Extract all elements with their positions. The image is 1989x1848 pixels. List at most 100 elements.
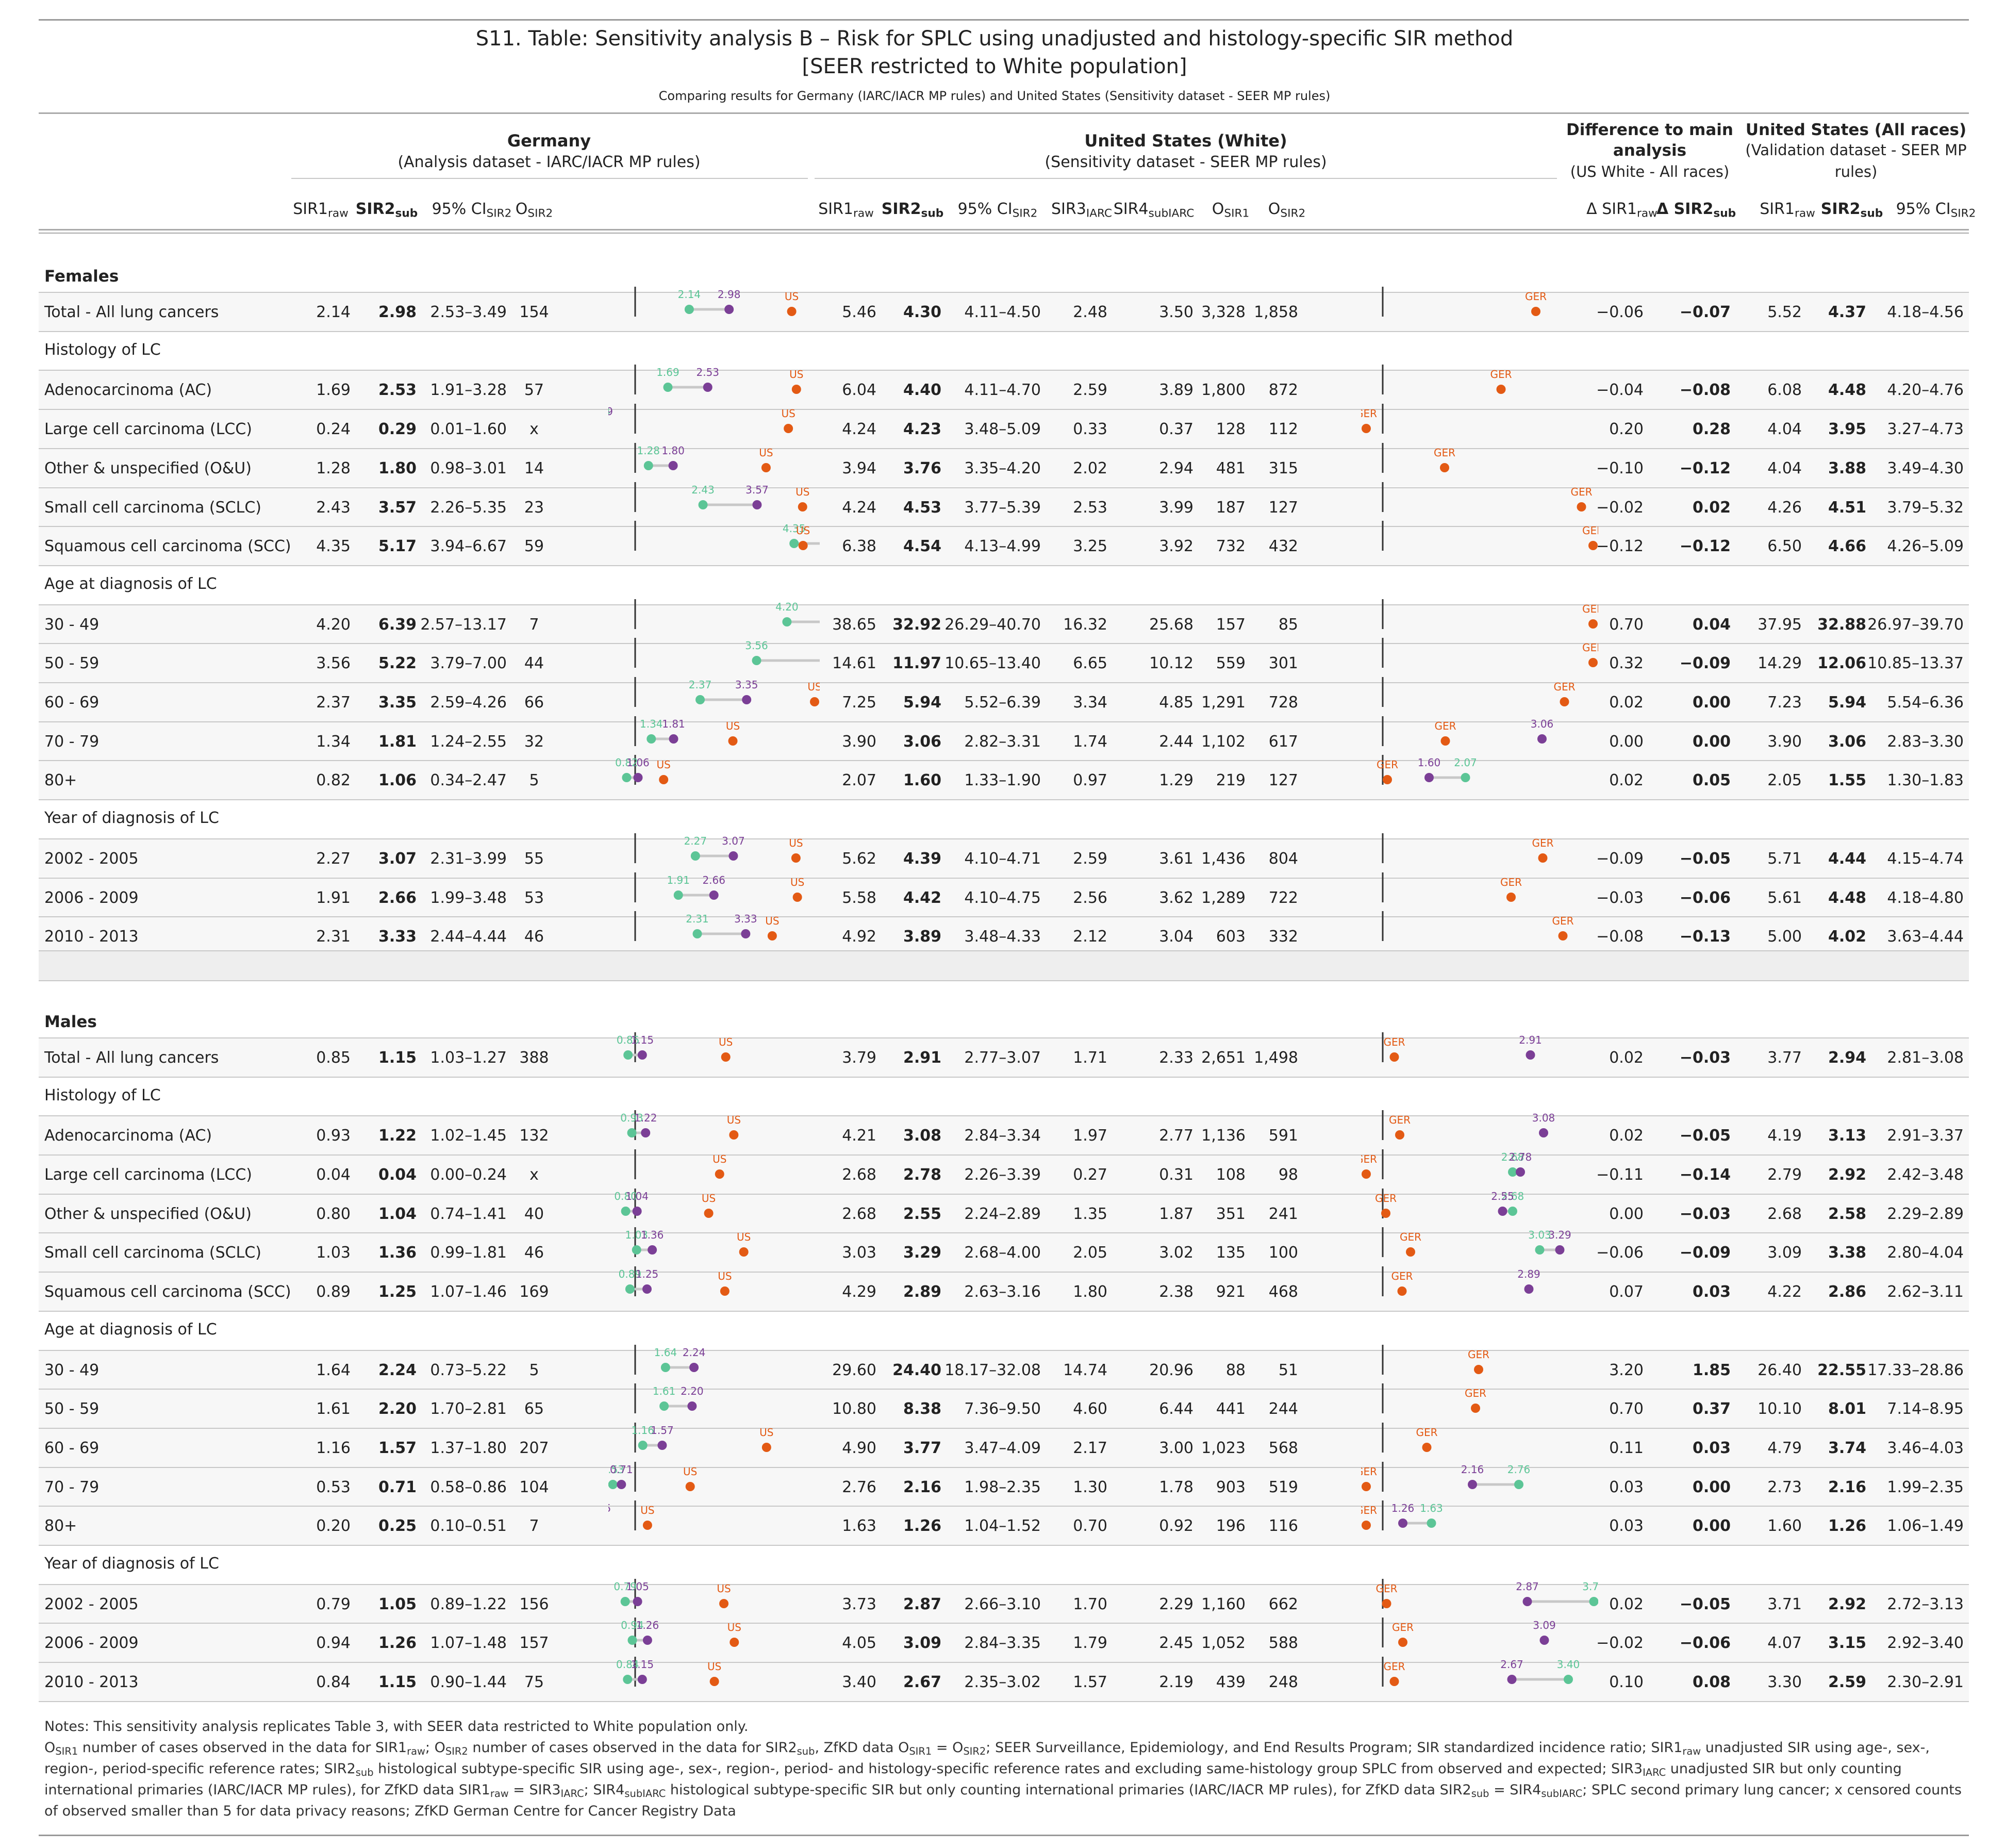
row-label: 2002 - 2005 (44, 849, 139, 868)
us-all-cell-2: 2.72–3.13 (1887, 1595, 1964, 1613)
row-rule (39, 877, 1969, 879)
us-all-cell-1: 12.06 (1817, 654, 1866, 673)
us-white-cell-6: 112 (1268, 420, 1298, 439)
germany-sir1-point (752, 656, 761, 666)
us-marker-point (730, 1638, 739, 1647)
germany-cell-3: 156 (519, 1595, 549, 1613)
germany-cell-1: 0.04 (378, 1166, 417, 1184)
us-sir2-label: 2.78 (1509, 1151, 1532, 1163)
row-label: Small cell carcinoma (SCLC) (44, 498, 261, 517)
us-marker-point (715, 1169, 724, 1179)
us-marker-label: US (785, 290, 799, 303)
us-white-cell-4: 0.92 (1159, 1517, 1194, 1536)
germany-sir1-point (673, 890, 683, 900)
us-all-cell-2: 2.62–3.11 (1887, 1283, 1964, 1301)
us-white-cell-1: 4.42 (903, 888, 941, 907)
germany-forest-plot: 0.200.25 US (608, 1500, 655, 1531)
ger-marker-point (1395, 1130, 1404, 1140)
germany-sir1-point (608, 1479, 618, 1489)
germany-cell-1: 1.05 (378, 1595, 417, 1613)
row-group-label: Year of diagnosis of LC (44, 809, 219, 828)
ger-marker-point (1389, 1677, 1399, 1687)
us-white-cell-2: 2.63–3.16 (964, 1283, 1041, 1301)
section-separator-rule (39, 950, 1969, 951)
row-label: 80+ (44, 1517, 77, 1536)
diff-cell-0: −0.11 (1596, 1166, 1644, 1184)
germany-cell-0: 0.24 (316, 420, 351, 439)
us-white-cell-0: 3.90 (842, 732, 876, 751)
table-row (39, 1194, 1969, 1233)
column-header-sir1: SIR1raw (818, 200, 874, 220)
diff-cell-1: 1.85 (1692, 1361, 1731, 1379)
us-sir1-label: 3.40 (1557, 1658, 1580, 1671)
row-label: 30 - 49 (44, 615, 100, 634)
us-sir1-point (1508, 1167, 1517, 1177)
column-header-sir2: SIR2sub (1820, 200, 1883, 220)
germany-cell-3: 40 (524, 1204, 544, 1223)
us-all-cell-1: 4.48 (1828, 888, 1866, 907)
diff-cell-1: −0.05 (1679, 849, 1731, 868)
us-all-cell-1: 4.44 (1828, 849, 1866, 868)
us-sir2-label: 2.16 (1461, 1463, 1484, 1476)
section-separator (39, 951, 1969, 980)
group-germany-desc: (Analysis dataset - IARC/IACR MP rules) (397, 153, 701, 171)
row-label: 70 - 79 (44, 732, 100, 751)
germany-sir1-label: 1.03 (625, 1229, 648, 1241)
us-white-cell-3: 16.32 (1063, 615, 1107, 634)
us-white-cell-0: 7.25 (842, 694, 876, 712)
us-all-cell-0: 5.52 (1767, 303, 1802, 321)
diff-cell-0: −0.04 (1596, 381, 1644, 400)
table-row (39, 644, 1969, 682)
germany-cell-1: 1.36 (378, 1244, 417, 1262)
us-all-cell-2: 2.83–3.30 (1887, 732, 1964, 751)
diff-cell-0: 3.20 (1609, 1361, 1644, 1379)
germany-cell-2: 1.37–1.80 (430, 1439, 507, 1457)
group-us-white-desc: (Sensitivity dataset - SEER MP rules) (1045, 153, 1327, 171)
germany-cell-1: 3.07 (378, 849, 417, 868)
group-us-all-desc2: rules) (1834, 163, 1878, 180)
us-white-cell-2: 4.13–4.99 (964, 537, 1041, 556)
us-forest-plot: 1.63 1.26 GER (1361, 1500, 1443, 1531)
top-rule (39, 19, 1969, 21)
us-forest-plot: 3.73 2.87 GER (1375, 1578, 1598, 1609)
us-forest-plot: 5.584.42GER (1382, 872, 1522, 902)
germany-cell-3: 53 (524, 888, 544, 907)
us-all-cell-2: 26.97–39.70 (1867, 615, 1964, 634)
us-white-cell-2: 3.47–4.09 (964, 1439, 1041, 1457)
germany-sir1-label: 0.53 (608, 1463, 624, 1476)
germany-forest-plot: 3.565.22 (634, 638, 820, 668)
germany-cell-1: 1.15 (378, 1673, 417, 1692)
us-sir1-point (1461, 773, 1470, 783)
diff-cell-0: 0.32 (1609, 654, 1644, 673)
us-all-cell-1: 3.95 (1828, 420, 1866, 439)
germany-cell-2: 1.99–3.48 (430, 888, 507, 907)
ger-marker-point (1362, 1481, 1371, 1491)
us-white-cell-6: 872 (1268, 381, 1298, 400)
row-group-label: Year of diagnosis of LC (44, 1555, 219, 1573)
germany-sir1-point (698, 500, 708, 509)
germany-sir2-label: 1.57 (651, 1424, 674, 1437)
germany-cell-2: 1.91–3.28 (430, 381, 507, 400)
germany-sir1-point (789, 539, 799, 549)
us-all-cell-0: 4.19 (1767, 1127, 1802, 1145)
us-marker-label: US (683, 1465, 697, 1478)
us-white-cell-2: 10.65–13.40 (944, 654, 1041, 673)
us-white-cell-5: 903 (1216, 1478, 1246, 1496)
us-white-cell-6: 588 (1268, 1634, 1298, 1653)
us-white-cell-5: 481 (1216, 459, 1246, 477)
ger-marker-label: GER (1582, 524, 1598, 537)
germany-cell-3: 57 (524, 381, 544, 400)
us-all-cell-0: 4.04 (1767, 420, 1802, 439)
ger-marker-label: GER (1525, 290, 1547, 303)
ger-marker-point (1440, 736, 1450, 746)
us-white-cell-5: 135 (1216, 1244, 1246, 1262)
row-label: Squamous cell carcinoma (SCC) (44, 1283, 291, 1301)
row-label: Total - All lung cancers (44, 1048, 219, 1067)
us-white-cell-3: 0.27 (1073, 1166, 1107, 1184)
germany-cell-2: 2.26–5.35 (430, 498, 507, 517)
us-marker-label: US (727, 1621, 741, 1634)
us-white-cell-1: 2.89 (903, 1283, 941, 1301)
row-rule (39, 1427, 1969, 1429)
germany-forest-plot: 0.931.22 US (620, 1110, 741, 1141)
